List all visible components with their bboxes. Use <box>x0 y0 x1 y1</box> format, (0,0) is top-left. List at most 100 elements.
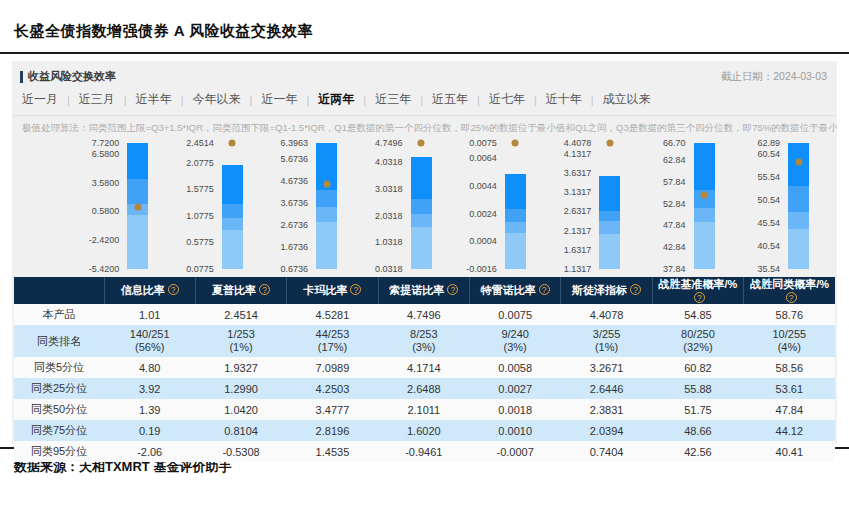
tab-9[interactable]: 近七年 <box>480 91 534 108</box>
axis-tick-label: 52.84 <box>663 199 686 209</box>
bar-segment-3 <box>788 212 809 229</box>
axis-tick-label: 60.54 <box>757 149 780 159</box>
tab-2[interactable]: 近三月 <box>70 91 124 108</box>
chart-4: 4.74964.03183.03182.03181.03180.0318 <box>341 137 435 272</box>
column-header-7: 战胜基准概率/%? <box>652 277 743 304</box>
help-icon[interactable]: ? <box>786 292 797 303</box>
table-cell: 2.3831 <box>561 399 652 420</box>
tab-4[interactable]: 今年以来 <box>184 91 250 108</box>
table-cell: 60.82 <box>652 357 743 378</box>
axis-tick-label: 5.6736 <box>281 154 309 164</box>
risk-return-panel: 收益风险交换效率 截止日期：2024-03-03 近一月|近三月|近半年|今年以… <box>12 61 837 444</box>
table-row: 同类75分位0.190.81042.81961.60200.00102.0394… <box>14 420 835 441</box>
bar-segment-3 <box>222 218 243 230</box>
section-title-label: 收益风险交换效率 <box>28 69 116 84</box>
table-cell: 1/253(1%) <box>195 325 286 357</box>
table-cell: 2.8196 <box>287 420 378 441</box>
help-icon[interactable]: ? <box>694 292 705 303</box>
axis-tick-label: 55.54 <box>757 172 780 182</box>
column-header-2: 夏普比率? <box>195 277 286 304</box>
section-title: 收益风险交换效率 <box>20 69 116 84</box>
chart-8: 62.8960.5455.5450.5445.5440.5435.54 <box>719 137 813 272</box>
bar-segment-3 <box>599 221 620 234</box>
help-icon[interactable]: ? <box>259 284 270 295</box>
bar-segment-4 <box>411 227 432 269</box>
row-label: 本产品 <box>14 304 104 325</box>
bar-segment-1 <box>222 165 243 204</box>
axis-tick-label: 4.4078 <box>564 138 592 148</box>
column-header-label: 夏普比率 <box>212 284 256 296</box>
table-cell: 42.56 <box>652 441 743 462</box>
axis-tick-label: 1.5775 <box>186 184 214 194</box>
axis-tick-label: 2.0775 <box>186 158 214 168</box>
bar-segment-4 <box>788 229 809 269</box>
axis-tick-label: -0.0016 <box>466 264 497 274</box>
bar-segment-2 <box>127 179 148 203</box>
axis-tick-label: 2.6736 <box>281 220 309 230</box>
axis-tick-label: -2.4200 <box>89 235 120 245</box>
axis-tick-label: 66.70 <box>663 138 686 148</box>
tab-11[interactable]: 成立以来 <box>594 91 660 108</box>
table-cell: 1.4535 <box>287 441 378 462</box>
chart-axis-ticks: 66.7062.8457.8452.8447.8442.8437.84 <box>624 143 685 269</box>
bar-segment-1 <box>599 176 620 211</box>
help-icon[interactable]: ? <box>630 284 641 295</box>
axis-tick-label: 2.4514 <box>186 138 214 148</box>
table-cell: 51.75 <box>652 399 743 420</box>
column-header-label: 战胜同类概率/% <box>750 278 829 290</box>
axis-tick-label: 4.6736 <box>281 176 309 186</box>
bar-segment-1 <box>505 174 526 209</box>
table-cell: 55.88 <box>652 378 743 399</box>
as-of-date: 截止日期：2024-03-03 <box>721 70 827 84</box>
bar-segment-2 <box>599 211 620 221</box>
percentile-bar <box>222 143 243 269</box>
table-cell: 1.6020 <box>378 420 469 441</box>
help-icon[interactable]: ? <box>168 284 179 295</box>
bar-segment-1 <box>694 143 715 190</box>
percentile-bar <box>316 143 337 269</box>
row-label: 同类75分位 <box>14 420 104 441</box>
axis-tick-label: 2.6317 <box>564 206 592 216</box>
table-cell: 4.5281 <box>287 304 378 325</box>
tab-7[interactable]: 近三年 <box>366 91 420 108</box>
help-icon[interactable]: ? <box>539 284 550 295</box>
percentile-bar <box>411 143 432 269</box>
percentile-bar <box>599 143 620 269</box>
percentile-bar <box>694 143 715 269</box>
table-cell: 3/255(1%) <box>561 325 652 357</box>
axis-tick-label: 1.6736 <box>281 242 309 252</box>
chart-axis-ticks: 4.40784.13173.63173.13172.63172.13171.63… <box>530 143 591 269</box>
chart-2: 2.45142.07751.57751.07750.57750.0775 <box>152 137 246 272</box>
tab-5[interactable]: 近一年 <box>252 91 306 108</box>
product-value-dot <box>418 140 425 147</box>
column-header-3: 卡玛比率? <box>287 277 378 304</box>
table-cell: 4.1714 <box>378 357 469 378</box>
row-label: 同类50分位 <box>14 399 104 420</box>
column-header-label: 斯徒泽指标 <box>572 284 627 296</box>
chart-1: 7.72006.58003.58000.5800-2.4200-5.4200 <box>58 137 152 272</box>
tab-3[interactable]: 近半年 <box>127 91 181 108</box>
table-cell: 1.39 <box>104 399 195 420</box>
section-accent-bar <box>20 71 23 83</box>
table-body: 本产品1.012.45144.52814.74960.00754.407854.… <box>14 304 835 462</box>
table-row: 同类50分位1.391.04203.47772.10110.00182.3831… <box>14 399 835 420</box>
table-cell: -0.9461 <box>378 441 469 462</box>
product-value-dot <box>134 204 141 211</box>
table-cell: 4.7496 <box>378 304 469 325</box>
chart-axis-ticks: 7.72006.58003.58000.5800-2.4200-5.4200 <box>58 143 119 269</box>
axis-tick-label: 1.0318 <box>375 237 403 247</box>
row-label: 同类25分位 <box>14 378 104 399</box>
tab-1[interactable]: 近一月 <box>20 91 67 108</box>
help-icon[interactable]: ? <box>350 284 361 295</box>
axis-tick-label: 1.1317 <box>564 264 592 274</box>
table-cell: -2.06 <box>104 441 195 462</box>
bar-segment-4 <box>127 215 148 269</box>
table-row: 同类排名140/251(56%)1/253(1%)44/253(17%)8/25… <box>14 325 835 357</box>
tab-10[interactable]: 近十年 <box>537 91 591 108</box>
tab-6[interactable]: 近两年 <box>309 91 363 108</box>
bar-segment-3 <box>694 208 715 221</box>
column-header-8: 战胜同类概率/%? <box>744 277 835 304</box>
help-icon[interactable]: ? <box>447 284 458 295</box>
axis-tick-label: 1.0775 <box>186 211 214 221</box>
tab-8[interactable]: 近五年 <box>423 91 477 108</box>
